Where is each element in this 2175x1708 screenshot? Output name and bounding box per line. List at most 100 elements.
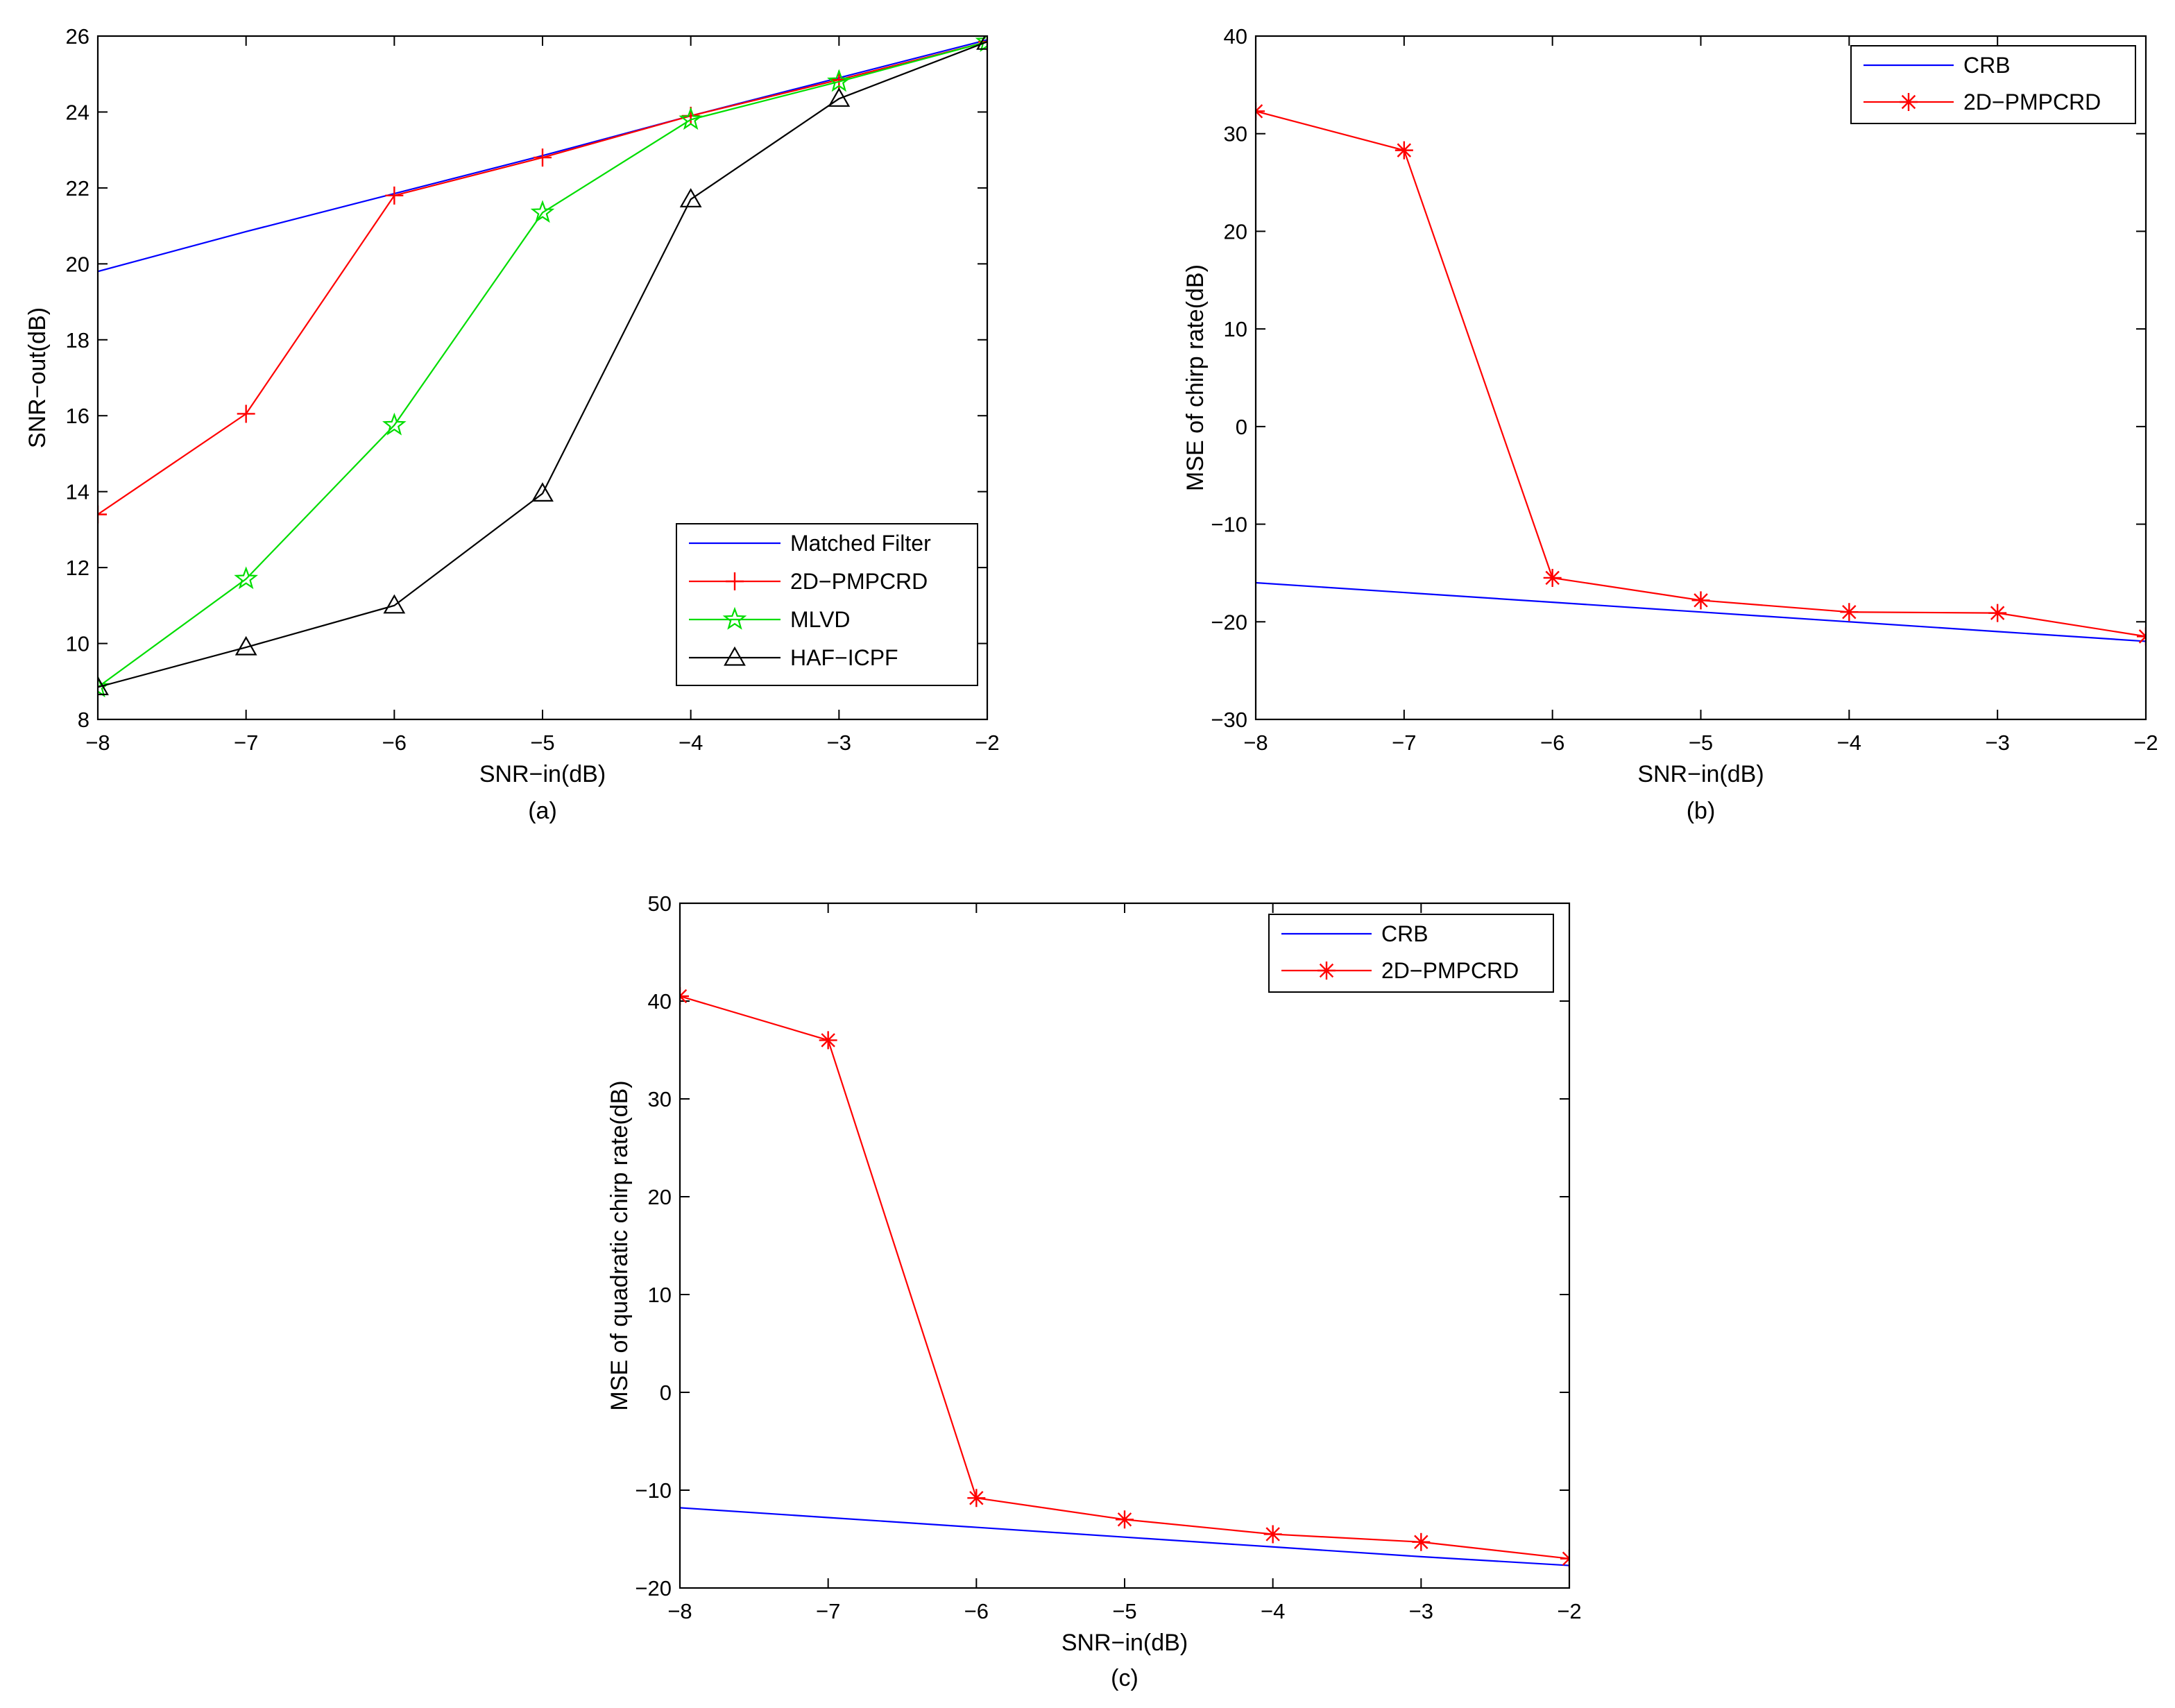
legend-label: MLVD (790, 607, 851, 632)
x-tick-label: −6 (382, 731, 407, 755)
data-point-marker (98, 505, 107, 524)
x-axis-label: SNR−in(dB) (1061, 1630, 1188, 1656)
legend: CRB 2D−PMPCRD (1850, 45, 2136, 124)
y-tick-label: 16 (66, 404, 89, 428)
legend-marker (1317, 962, 1336, 980)
data-point-marker (237, 404, 255, 423)
legend-label: 2D−PMPCRD (790, 569, 928, 594)
legend-box (1850, 45, 2136, 124)
y-tick-label: 0 (660, 1381, 672, 1405)
x-tick-label: −8 (1243, 731, 1268, 755)
data-point-marker (1412, 1532, 1431, 1551)
x-tick-label: −7 (234, 731, 258, 755)
y-tick-label: 10 (1224, 317, 1247, 341)
data-point-marker (1840, 603, 1859, 622)
y-tick-label: −20 (1211, 610, 1247, 634)
y-tick-label: −10 (635, 1478, 672, 1503)
x-tick-label: −3 (1409, 1599, 1433, 1623)
y-tick-label: 20 (66, 252, 89, 276)
x-tick-label: −3 (827, 731, 851, 755)
data-point-marker (976, 36, 987, 50)
series-line (98, 41, 987, 688)
x-tick-label: −3 (1985, 731, 2009, 755)
data-point-marker (385, 186, 404, 205)
x-tick-label: −5 (1689, 731, 1713, 755)
data-point-marker (530, 200, 555, 223)
x-tick-label: −2 (975, 731, 999, 755)
chart-panel-a: −8 −7 −6 −5 −4 −3 −2 8 10 12 14 16 18 20 22 24 26 SNR−in(… (24, 24, 1000, 824)
data-point-marker (679, 188, 702, 207)
y-tick-label: 50 (648, 891, 672, 916)
y-axis-label: MSE of quadratic chirp rate(dB) (606, 1080, 633, 1410)
series-group (1256, 102, 2146, 646)
data-point-marker (828, 87, 851, 107)
data-point-marker (1263, 1525, 1282, 1544)
data-point-marker (534, 148, 552, 167)
legend-label: CRB (1381, 921, 1428, 946)
y-tick-label: 30 (648, 1087, 672, 1111)
legend-label: Matched Filter (790, 531, 931, 556)
x-tick-label: −2 (2133, 731, 2158, 755)
y-axis-label: MSE of chirp rate(dB) (1182, 264, 1209, 491)
panel-caption: (b) (1687, 798, 1716, 824)
y-tick-label: 40 (1224, 24, 1247, 49)
x-tick-label: −8 (85, 731, 110, 755)
plot-area (1256, 36, 2146, 719)
legend-marker (726, 572, 744, 590)
x-tick-label: −5 (1112, 1599, 1136, 1623)
y-tick-label: 0 (1236, 415, 1247, 439)
legend: CRB 2D−PMPCRD (1268, 914, 1554, 993)
series-group (98, 36, 987, 698)
legend-label: 2D−PMPCRD (1381, 958, 1519, 983)
y-tick-label: 22 (66, 176, 89, 200)
x-axis-label: SNR−in(dB) (479, 761, 606, 787)
axes-frame (96, 35, 989, 721)
legend-box (676, 523, 978, 686)
panel-caption: (c) (1111, 1665, 1138, 1691)
series-line (1256, 581, 2146, 642)
data-point-marker (234, 566, 258, 590)
data-point-marker (98, 674, 110, 698)
x-tick-label: −4 (679, 731, 703, 755)
y-tick-label: 14 (66, 480, 89, 504)
data-point-marker (383, 594, 406, 614)
data-point-marker (1988, 604, 2007, 622)
x-tick-label: −6 (1540, 731, 1564, 755)
axes-frame (1254, 35, 2147, 721)
y-tick-label: −20 (635, 1576, 672, 1600)
series-line (98, 41, 987, 688)
x-tick-label: −4 (1261, 1599, 1285, 1623)
data-point-marker (967, 1489, 986, 1508)
legend-label: 2D−PMPCRD (1963, 89, 2101, 114)
y-tick-label: 20 (648, 1185, 672, 1209)
x-tick-label: −7 (816, 1599, 840, 1623)
x-tick-label: −5 (530, 731, 554, 755)
x-tick-label: −2 (1557, 1599, 1581, 1623)
legend-marker (722, 606, 747, 630)
x-axis-label: SNR−in(dB) (1637, 761, 1764, 787)
data-point-marker (679, 107, 703, 130)
axes-frame (679, 902, 1571, 1589)
legend: Matched Filter 2D−PMPCRD MLVD HAF−ICPF (676, 523, 978, 686)
x-tick-label: −8 (667, 1599, 692, 1623)
data-point-marker (1394, 141, 1413, 160)
legend-label: CRB (1963, 53, 2011, 78)
data-point-marker (819, 1031, 837, 1050)
y-axis-label: SNR−out(dB) (24, 307, 51, 448)
y-tick-label: 12 (66, 556, 89, 580)
chart-panel-b: −8 −7 −6 −5 −4 −3 −2 −30 −20 −10 0 10 20 30 40 SNR−in(d… (1182, 24, 2158, 824)
y-tick-label: 8 (78, 708, 89, 732)
y-tick-label: 20 (1224, 219, 1247, 244)
data-point-marker (1116, 1510, 1134, 1529)
data-point-marker (1691, 591, 1710, 610)
data-point-marker (1543, 568, 1562, 587)
y-tick-label: 10 (648, 1283, 672, 1307)
legend-marker (1900, 93, 1918, 111)
data-point-marker (382, 412, 407, 436)
y-tick-label: 40 (648, 989, 672, 1014)
y-tick-label: 30 (1224, 122, 1247, 146)
legend-marker (724, 646, 746, 666)
panel-caption: (a) (528, 798, 557, 824)
plot-area (680, 903, 1569, 1588)
data-point-marker (234, 635, 257, 656)
